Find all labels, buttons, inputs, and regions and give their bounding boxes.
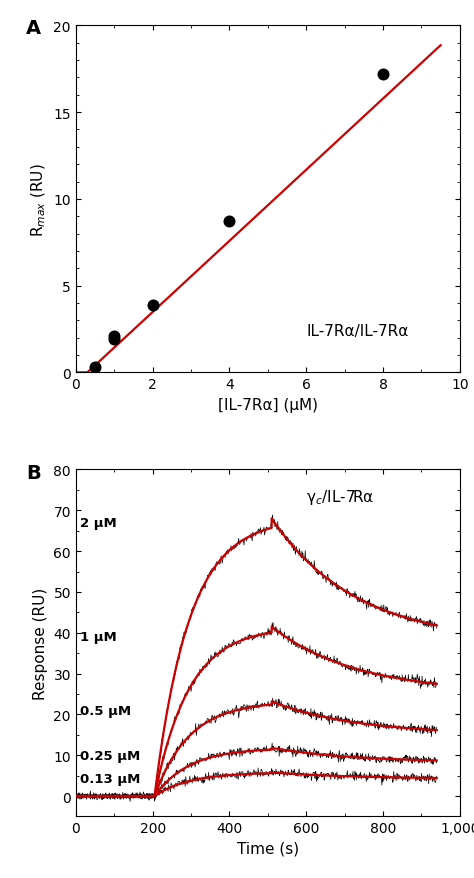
Point (226, 215, 233, 229)
Text: 0.25 μM: 0.25 μM (80, 749, 140, 762)
Point (149, 299, 156, 313)
Y-axis label: Response (RU): Response (RU) (33, 587, 48, 699)
Text: IL-7Rα/IL-7Rα: IL-7Rα/IL-7Rα (306, 323, 409, 338)
Text: γ$_c$/IL-7Rα: γ$_c$/IL-7Rα (306, 487, 374, 507)
Text: 0.5 μM: 0.5 μM (80, 704, 131, 717)
Point (91, 361, 99, 375)
X-axis label: [IL-7Rα] (μM): [IL-7Rα] (μM) (218, 398, 318, 413)
Point (110, 329, 118, 343)
Text: B: B (26, 463, 41, 482)
Text: 1 μM: 1 μM (80, 630, 117, 644)
Point (379, 68, 387, 82)
Y-axis label: R$_{max}$ (RU): R$_{max}$ (RU) (29, 163, 48, 236)
Point (110, 333, 118, 347)
Text: 2 μM: 2 μM (80, 516, 117, 529)
Text: A: A (26, 19, 41, 39)
X-axis label: Time (s): Time (s) (237, 841, 299, 856)
Text: 0.13 μM: 0.13 μM (80, 773, 140, 786)
